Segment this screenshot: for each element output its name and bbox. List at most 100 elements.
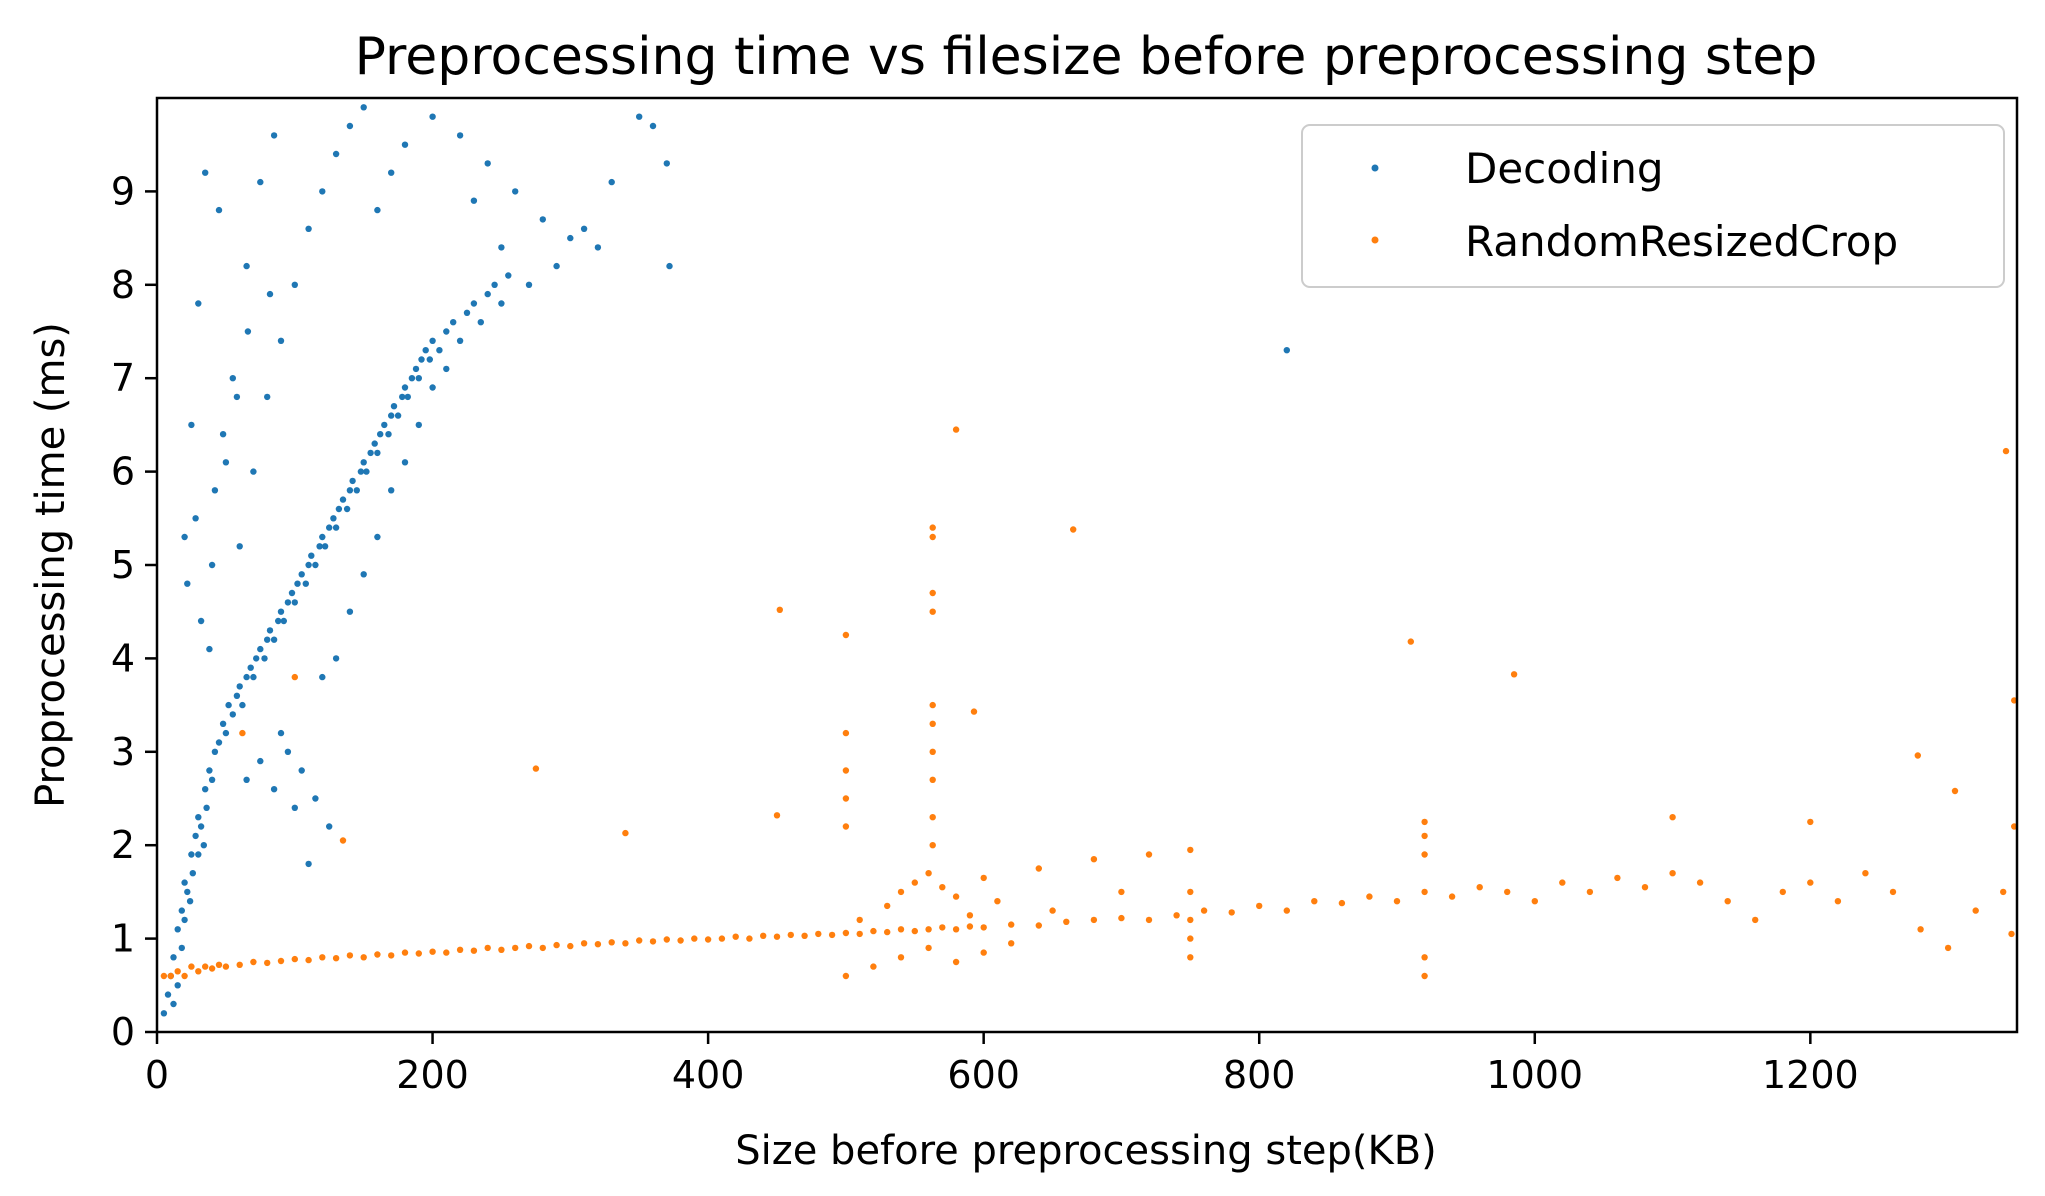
data-point	[277, 729, 285, 737]
data-point	[608, 939, 615, 946]
data-point	[939, 924, 946, 931]
data-point	[2011, 823, 2017, 830]
data-point	[801, 932, 808, 939]
data-point	[484, 160, 491, 167]
x-tick-label: 1000	[1486, 1053, 1583, 1097]
data-point	[243, 673, 250, 681]
data-point	[842, 972, 850, 980]
data-point	[178, 944, 185, 952]
data-point	[170, 954, 177, 961]
data-point	[415, 950, 422, 957]
data-point	[401, 384, 409, 391]
data-point	[897, 926, 905, 933]
data-point	[298, 767, 305, 774]
data-point	[594, 244, 602, 251]
data-point	[1559, 879, 1566, 886]
data-point	[291, 955, 298, 963]
data-point	[215, 961, 223, 968]
data-point	[842, 729, 850, 737]
data-point	[164, 991, 172, 998]
data-point	[929, 720, 936, 727]
data-point	[1531, 898, 1539, 905]
data-point	[291, 673, 298, 681]
data-point	[412, 365, 420, 373]
data-point	[929, 842, 936, 849]
data-point	[1393, 898, 1401, 905]
data-point	[1862, 870, 1869, 877]
data-point	[374, 206, 381, 214]
data-point	[1008, 940, 1015, 947]
data-point	[1187, 954, 1194, 961]
data-point	[188, 851, 195, 858]
data-point	[1228, 909, 1235, 916]
data-point	[842, 767, 850, 774]
data-point	[266, 627, 274, 634]
legend: Decoding RandomResizedCrop	[1301, 124, 2005, 288]
data-point	[200, 842, 207, 849]
data-point	[856, 916, 863, 924]
y-axis-label: Proprocessing time (ms)	[28, 322, 74, 808]
data-point	[346, 122, 354, 130]
data-point	[208, 561, 216, 569]
data-point	[312, 561, 319, 569]
data-point	[353, 487, 360, 494]
data-point	[1283, 907, 1291, 914]
data-point	[367, 449, 374, 457]
data-point	[349, 477, 356, 485]
data-point	[233, 393, 241, 401]
data-point	[239, 729, 246, 737]
data-point	[1173, 912, 1180, 919]
data-point	[1448, 893, 1456, 900]
data-point	[704, 936, 712, 943]
data-point	[236, 543, 243, 550]
data-point	[1476, 884, 1483, 891]
data-point	[1669, 814, 1676, 821]
data-point	[539, 216, 546, 223]
data-point	[1421, 818, 1428, 826]
data-point	[236, 683, 243, 690]
data-point	[192, 832, 199, 840]
data-point	[970, 708, 978, 715]
data-point	[339, 837, 347, 844]
data-point	[250, 958, 257, 966]
x-tick-label: 1200	[1762, 1053, 1859, 1097]
data-point	[1421, 851, 1428, 858]
data-point	[608, 178, 615, 186]
data-point	[842, 631, 850, 639]
data-point	[404, 393, 411, 401]
data-point	[388, 487, 395, 494]
data-point	[1641, 884, 1649, 891]
data-point	[319, 533, 326, 541]
data-point	[1889, 888, 1897, 896]
data-point	[195, 814, 202, 821]
data-point	[188, 963, 195, 970]
data-point	[418, 356, 425, 363]
data-point	[219, 720, 227, 727]
data-point	[270, 786, 278, 793]
data-point	[580, 225, 588, 232]
data-point	[952, 926, 960, 933]
data-point	[181, 916, 188, 924]
data-point	[828, 931, 836, 939]
data-point	[925, 944, 932, 952]
data-point	[422, 347, 429, 354]
data-point	[215, 739, 223, 746]
data-point	[498, 244, 505, 251]
data-point	[390, 403, 398, 410]
data-point	[1118, 914, 1125, 922]
data-point	[649, 122, 657, 130]
data-point	[1311, 898, 1318, 905]
data-point	[1407, 638, 1415, 645]
data-point	[463, 309, 471, 316]
data-point	[553, 941, 560, 949]
data-point	[1118, 888, 1125, 896]
data-point	[525, 281, 533, 288]
data-point	[498, 300, 505, 307]
data-point	[691, 935, 698, 942]
data-point	[1586, 888, 1594, 896]
data-point	[394, 412, 402, 419]
data-point	[332, 655, 340, 662]
data-point	[980, 924, 987, 931]
data-point	[1035, 922, 1043, 929]
